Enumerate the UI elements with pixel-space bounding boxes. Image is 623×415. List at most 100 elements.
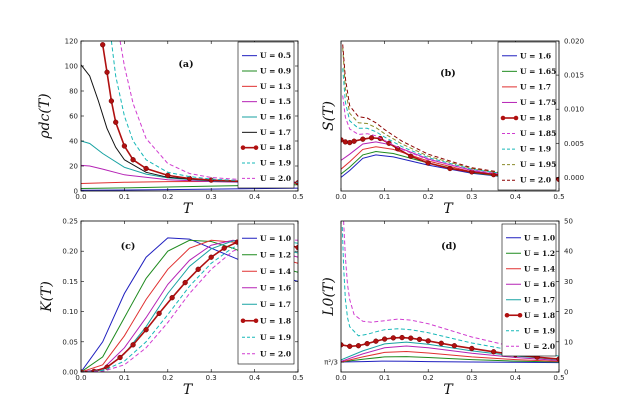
data-point xyxy=(342,139,349,145)
axes-frame xyxy=(80,220,299,373)
data-point xyxy=(165,172,171,179)
y-tick-label: 0.25 xyxy=(62,218,78,226)
legend-label: U = 2.0 xyxy=(524,342,555,351)
legend-marker xyxy=(240,145,246,150)
x-tick-label: 0.1 xyxy=(119,374,130,382)
data-point xyxy=(390,335,396,341)
legend-label: U = 1.6 xyxy=(520,51,551,60)
data-point xyxy=(490,349,497,355)
axes-frame xyxy=(340,40,560,192)
data-point xyxy=(182,279,188,286)
y-tick-label-right: 0.005 xyxy=(564,140,584,148)
x-axis-label: T xyxy=(183,382,194,398)
series-line-0 xyxy=(81,187,298,191)
legend-label: U = 1.4 xyxy=(260,267,291,276)
legend-label: U = 1.6 xyxy=(524,280,555,289)
legend-marker xyxy=(504,312,510,318)
legend-label: U = 1.9 xyxy=(524,326,555,335)
legend-label: U = 1.2 xyxy=(260,250,291,259)
series-line-7 xyxy=(343,221,559,355)
x-tick-label: 0.2 xyxy=(162,193,173,201)
panel-a: 0.0 0.1 0.2 0.3 0.4 0.5 0 20 40 60 80 100 120 Tρdc(T)… xyxy=(37,38,304,218)
y-tick-label: 80 xyxy=(69,88,78,96)
legend-box xyxy=(497,41,557,191)
x-tick-label: 0.2 xyxy=(162,374,173,382)
y-tick-label-right: 40 xyxy=(564,248,573,256)
legend-label: U = 1.8 xyxy=(260,316,291,325)
x-tick-label: 0.3 xyxy=(466,193,477,201)
y-axis-label: S(T) xyxy=(321,101,337,131)
data-point xyxy=(195,266,201,272)
data-point xyxy=(469,345,475,352)
legend-label: U = 1.2 xyxy=(524,249,555,258)
x-tick-label: 0.5 xyxy=(553,374,564,382)
data-point xyxy=(381,336,388,342)
x-tick-label: 0.4 xyxy=(249,193,261,201)
x-tick-label: 0.0 xyxy=(335,374,346,382)
legend-label: U = 1.85 xyxy=(520,129,556,138)
legend-marker xyxy=(517,312,523,318)
x-tick-label: 0.1 xyxy=(379,193,390,201)
y-tick-label-right: 20 xyxy=(564,308,573,316)
legend-label: U = 1.0 xyxy=(524,233,555,242)
data-point xyxy=(364,340,370,347)
data-point xyxy=(399,334,405,341)
legend-label: U = 1.5 xyxy=(260,97,291,106)
data-point xyxy=(451,343,458,349)
series-line-3 xyxy=(341,345,559,362)
series-line-6 xyxy=(81,239,298,372)
data-point xyxy=(221,245,227,251)
legend: U = 0.5 U = 0.9 U = 1.3 U = 1.5 U = 1.6 U = 1… xyxy=(237,41,295,189)
y-tick-label: 0 xyxy=(74,188,78,196)
series-line-6 xyxy=(342,68,559,180)
axes-frame xyxy=(340,220,560,373)
data-point xyxy=(447,165,453,172)
x-tick-label: 0.0 xyxy=(75,193,86,201)
legend-label: U = 1.7 xyxy=(520,82,551,91)
y-axis-label: L0(T) xyxy=(321,277,337,316)
legend-label: U = 1.8 xyxy=(520,114,551,123)
y-tick-label-right: 30 xyxy=(564,278,573,286)
x-tick-label: 0.1 xyxy=(119,193,130,201)
x-tick-label: 0.3 xyxy=(206,193,217,201)
series-line-1 xyxy=(341,356,559,363)
series-line-2 xyxy=(341,350,559,363)
plot-area xyxy=(341,221,559,364)
legend-box xyxy=(501,223,557,357)
legend-label: U = 1.6 xyxy=(260,283,291,292)
data-point xyxy=(373,338,379,344)
series-line-8 xyxy=(342,44,559,180)
panel-c: 0.0 0.1 0.2 0.3 0.4 0.5 0.00 0.05 0.10 0.15 0.20 0.… xyxy=(39,218,304,399)
legend: U = 1.0 U = 1.2 U = 1.4 U = 1.6 U = 1.7 U = 1… xyxy=(237,223,295,365)
panel-label: (a) xyxy=(178,59,193,70)
x-tick-label: 0.5 xyxy=(553,193,564,201)
x-tick-label: 0.5 xyxy=(292,193,303,201)
x-tick-label: 0.0 xyxy=(75,374,86,382)
legend-marker xyxy=(513,115,519,121)
legend-marker xyxy=(500,115,506,121)
data-point xyxy=(104,69,110,75)
x-axis-label: T xyxy=(443,382,454,398)
legend-box xyxy=(237,41,295,189)
series-line-7 xyxy=(110,41,298,183)
data-point xyxy=(295,244,298,251)
legend-label: U = 1.3 xyxy=(260,82,291,91)
data-point xyxy=(117,354,123,361)
data-point xyxy=(360,136,366,142)
y-tick-label: 100 xyxy=(65,63,78,71)
legend-label: U = 1.9 xyxy=(260,333,291,342)
data-point xyxy=(368,135,375,141)
legend-label: U = 1.9 xyxy=(520,145,551,154)
panel-b: 0.0 0.1 0.2 0.3 0.4 0.5 0.000 0.005 0.010 0.015 0.… xyxy=(321,38,584,218)
data-point xyxy=(425,160,431,166)
x-tick-label: 0.2 xyxy=(423,193,434,201)
panel-label: (b) xyxy=(440,68,456,79)
y-tick-label: 40 xyxy=(69,138,78,146)
y-tick-label-right: 0.000 xyxy=(564,174,584,182)
y-tick-label: 0.10 xyxy=(62,308,78,316)
legend-label: U = 1.75 xyxy=(520,98,556,107)
data-point xyxy=(351,138,357,144)
y-tick-label: 20 xyxy=(69,163,78,171)
legend-label: U = 1.65 xyxy=(520,67,556,76)
